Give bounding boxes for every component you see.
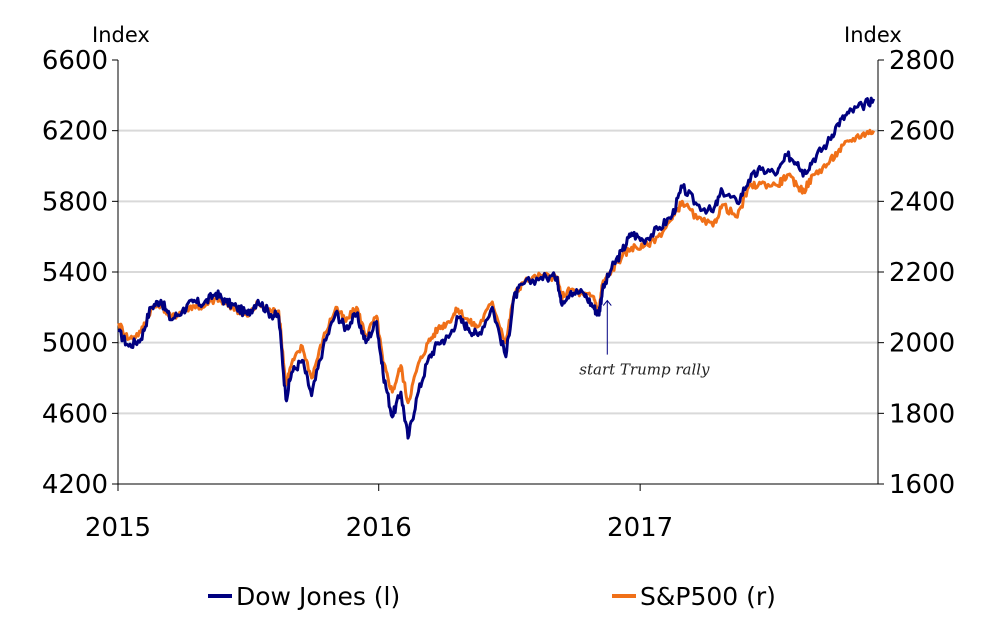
- legend-label-dow-jones: Dow Jones (l): [236, 582, 400, 611]
- series-line-dow-jones: [117, 96, 876, 440]
- left-tick-label: 6200: [42, 117, 108, 147]
- x-tick-label: 2015: [85, 513, 151, 543]
- right-tick-label: 2800: [889, 46, 955, 76]
- series-line-sp500: [117, 128, 876, 405]
- right-tick-label: 2600: [889, 117, 955, 147]
- left-tick-label: 4600: [42, 399, 108, 429]
- legend: Dow Jones (l) S&P500 (r): [208, 582, 776, 611]
- annotation-text: start Trump rally: [579, 361, 710, 379]
- right-tick-label: 2200: [889, 258, 955, 288]
- left-tick-label: 4200: [42, 470, 108, 500]
- legend-label-sp500: S&P500 (r): [640, 582, 776, 611]
- left-tick-label: 5000: [42, 329, 108, 359]
- left-tick-label: 5400: [42, 258, 108, 288]
- grid-lines: [118, 129, 878, 415]
- right-tick-label: 2000: [889, 329, 955, 359]
- right-axis-ticks: 1600 1800 2000 2200 2400 2600 2800: [878, 46, 955, 500]
- left-axis-label: Index: [92, 23, 150, 47]
- right-tick-label: 1800: [889, 399, 955, 429]
- x-tick-label: 2017: [607, 513, 673, 543]
- right-tick-label: 1600: [889, 470, 955, 500]
- annotation: start Trump rally: [579, 299, 710, 379]
- right-tick-label: 2400: [889, 187, 955, 217]
- annotation-arrow-head: [602, 299, 612, 306]
- x-tick-label: 2016: [346, 513, 412, 543]
- right-axis-label: Index: [844, 23, 902, 47]
- left-tick-label: 5800: [42, 187, 108, 217]
- left-tick-label: 6600: [42, 46, 108, 76]
- series-layer: [117, 96, 876, 440]
- x-axis-ticks: 2015 2016 2017: [85, 484, 673, 543]
- left-axis-ticks: 4200 4600 5000 5400 5800 6200 6600: [42, 46, 118, 500]
